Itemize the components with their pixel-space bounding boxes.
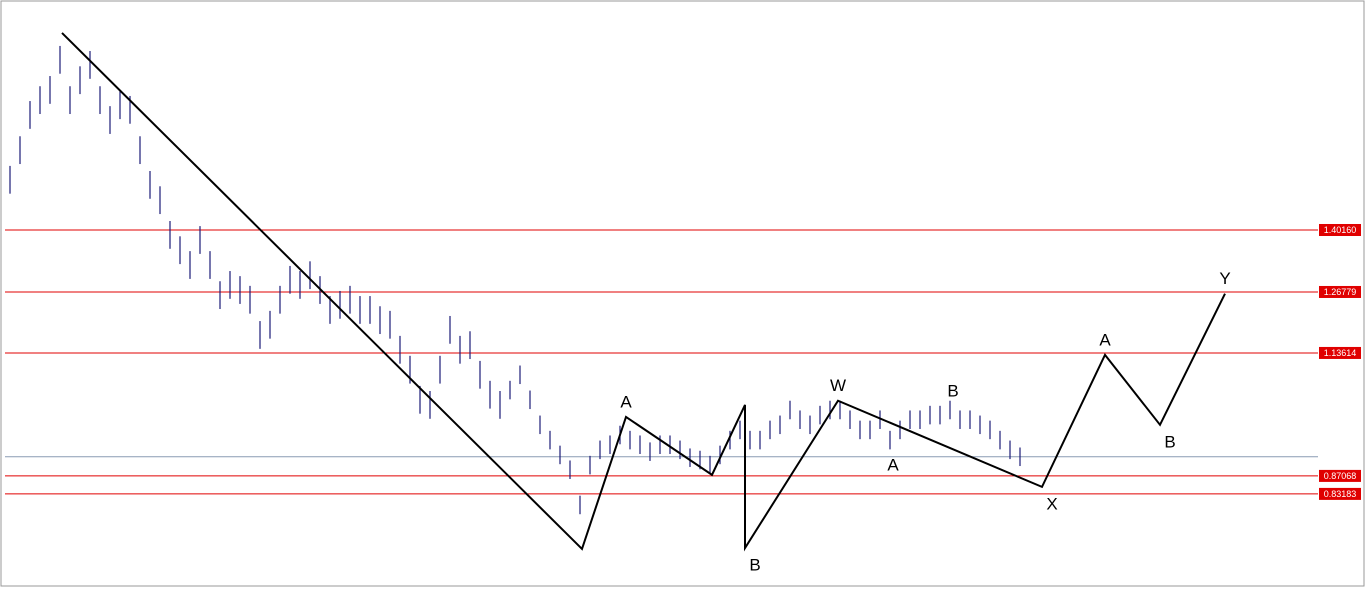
level-label: 1.13614 bbox=[1324, 348, 1357, 358]
wave-annotation: B bbox=[947, 381, 958, 400]
wave-label: B bbox=[1164, 432, 1175, 451]
level-label-box bbox=[1319, 346, 1361, 359]
level-label-box bbox=[1319, 223, 1361, 236]
level-label: 0.83183 bbox=[1324, 489, 1357, 499]
wave-label: X bbox=[1046, 494, 1057, 513]
wave-label: W bbox=[830, 376, 846, 395]
wave-label: Y bbox=[1219, 269, 1230, 288]
level-label-box bbox=[1319, 487, 1361, 500]
level-label: 1.26779 bbox=[1324, 287, 1357, 297]
level-label: 1.40160 bbox=[1324, 225, 1357, 235]
wave-label: A bbox=[620, 392, 632, 411]
wave-label: A bbox=[1099, 330, 1111, 349]
level-label-box bbox=[1319, 285, 1361, 298]
level-label: 0.87068 bbox=[1324, 471, 1357, 481]
wave-label: B bbox=[749, 556, 760, 575]
wave-line bbox=[61, 32, 1226, 552]
wave-annotation: A bbox=[887, 456, 899, 475]
level-label-box bbox=[1319, 469, 1361, 482]
